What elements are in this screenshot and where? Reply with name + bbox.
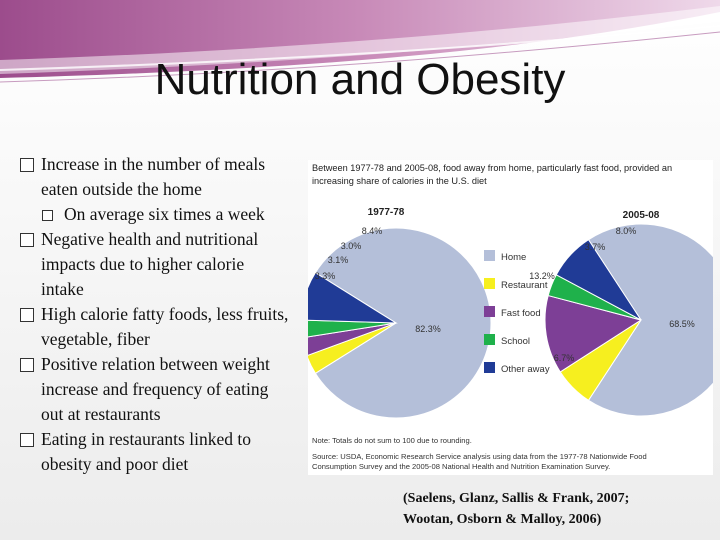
legend-swatch (484, 306, 495, 317)
bullet-line: obesity and poor diet (41, 454, 189, 474)
citation-line: Wootan, Osborn & Malloy, 2006) (403, 512, 602, 527)
sub-bullet-item: On average six times a week (20, 202, 330, 227)
chart-legend: Home Restaurant Fast food School Other a… (484, 250, 550, 375)
checkbox-bullet-icon (20, 308, 34, 322)
legend-item-fast-food: Fast food (484, 306, 541, 319)
bullet-line: Positive relation between weight (41, 354, 270, 374)
bullet-line: eaten outside the home (41, 179, 202, 199)
bullet-line: out at restaurants (41, 404, 161, 424)
pie-label-2005: 2005-08 (623, 210, 660, 221)
value-label-other-away: 8.4% (362, 226, 383, 236)
citation: (Saelens, Glanz, Sallis & Frank, 2007; W… (403, 488, 703, 530)
legend-swatch (484, 250, 495, 261)
pie-slice-home (587, 223, 713, 417)
slide-title: Nutrition and Obesity (154, 55, 566, 104)
legend-swatch (484, 278, 495, 289)
bullet-item: Negative health and nutritional impacts … (20, 227, 330, 302)
checkbox-bullet-icon (20, 358, 34, 372)
checkbox-bullet-icon (20, 158, 34, 172)
bullet-item: Increase in the number of meals eaten ou… (20, 152, 330, 202)
value-label-restaurant: 3.3% (315, 271, 336, 281)
value-label-other-away: 8.0% (616, 226, 637, 236)
checkbox-bullet-icon (42, 210, 53, 221)
legend-item-school: School (484, 334, 530, 347)
chart-title-line: increasing share of calories in the U.S.… (312, 176, 487, 186)
pie-slice-fast-food (308, 322, 397, 356)
value-label-school: 3.7% (585, 242, 606, 252)
pie-slice-school (308, 319, 397, 338)
value-label-fast-food: 13.2% (529, 271, 555, 281)
pie-slice-other-away (308, 271, 398, 324)
pie-slice-home (314, 227, 492, 419)
value-label-home: 82.3% (415, 324, 441, 334)
legend-label: Restaurant (501, 280, 548, 291)
legend-swatch (484, 362, 495, 373)
bullet-line: Increase in the number of meals (41, 154, 266, 174)
bullet-item: High calorie fatty foods, less fruits, v… (20, 302, 330, 352)
bullet-line: Eating in restaurants linked to (41, 429, 251, 449)
checkbox-bullet-icon (20, 433, 34, 447)
value-label-restaurant: 6.7% (554, 353, 575, 363)
checkbox-bullet-icon (20, 233, 34, 247)
decorative-banner (0, 0, 720, 83)
bullet-item: Eating in restaurants linked to obesity … (20, 427, 330, 477)
pie-2005-08 (544, 223, 713, 417)
pie-slice-restaurant (308, 322, 397, 375)
legend-label: Other away (501, 364, 550, 375)
legend-label: Home (501, 252, 526, 263)
chart-title-line: Between 1977-78 and 2005-08, food away f… (312, 163, 672, 173)
bullet-item: Positive relation between weight increas… (20, 352, 330, 427)
bullet-line: Negative health and nutritional (41, 229, 259, 249)
legend-label: School (501, 336, 530, 347)
pie-slice-fast-food (544, 294, 643, 373)
pie-label-1977: 1977-78 (368, 207, 405, 218)
bullet-line: intake (41, 279, 84, 299)
bullet-line: High calorie fatty foods, less fruits, (41, 304, 289, 324)
chart-source: Consumption Survey and the 2005-08 Natio… (312, 462, 610, 471)
bullet-line: impacts due to higher calorie (41, 254, 245, 274)
value-label-fast-food: 3.1% (328, 255, 349, 265)
chart-note: Note: Totals do not sum to 100 due to ro… (312, 436, 472, 445)
pie-2005-08-value-labels: 68.5% 6.7% 13.2% 3.7% 8.0% (529, 226, 695, 363)
pie-chart-figure: Between 1977-78 and 2005-08, food away f… (308, 160, 713, 475)
value-label-home: 68.5% (669, 319, 695, 329)
legend-item-home: Home (484, 250, 526, 263)
legend-item-other-away: Other away (484, 362, 550, 375)
bullet-line: vegetable, fiber (41, 329, 150, 349)
legend-label: Fast food (501, 308, 541, 319)
chart-source: Source: USDA, Economic Research Service … (312, 452, 647, 461)
pie-slice-other-away (555, 238, 642, 321)
citation-line: (Saelens, Glanz, Sallis & Frank, 2007; (403, 491, 630, 506)
legend-swatch (484, 334, 495, 345)
pie-1977-78 (308, 227, 492, 419)
bullet-list: Increase in the number of meals eaten ou… (20, 152, 330, 477)
legend-item-restaurant: Restaurant (484, 278, 548, 291)
bullet-line: On average six times a week (64, 204, 265, 224)
value-label-school: 3.0% (341, 241, 362, 251)
bullet-line: increase and frequency of eating (41, 379, 269, 399)
pie-1977-78-value-labels: 82.3% 3.3% 3.1% 3.0% 8.4% (315, 226, 441, 334)
